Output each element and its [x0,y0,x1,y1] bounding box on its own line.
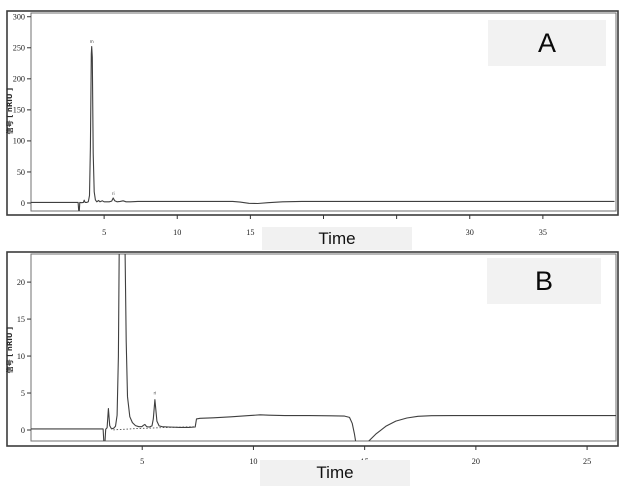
panel-b-letter: B [534,265,553,296]
x-axis-title-a: Time [318,228,356,248]
signal-trace-a [31,45,615,211]
y-tick-label-b: 15 [17,315,25,324]
y-axis-label-b: 信号 [ nRIU ] [6,326,14,374]
x-tick-label-a: 10 [173,228,181,237]
y-tick-label-b: 5 [21,389,25,398]
x-axis-title-b: Time [316,463,354,482]
y-tick-label-a: 50 [17,168,25,177]
x-axis-title-box-b: Time [260,460,410,486]
plot-frame-a [30,12,617,212]
y-axis-label-a: 信号 [ nRIU ] [6,87,14,135]
x-tick-label-a: 30 [466,228,474,237]
y-tick-label-a: 200 [13,75,25,84]
y-tick-label-a: 100 [13,137,25,146]
y-tick-label-b: 20 [17,278,25,287]
plot-frame-b [30,253,617,442]
panel-b-label-box: B [487,258,601,304]
y-tick-label-a: 300 [13,13,25,22]
outer-frame-a [6,10,619,216]
x-tick-label-b: 25 [583,457,591,466]
y-tick-label-a: 150 [13,106,25,115]
x-tick-label-a: 5 [102,228,106,237]
x-tick-label-a: 35 [539,228,547,237]
peak-annotation-a: m [90,39,94,44]
y-tick-label-a: 250 [13,44,25,53]
panel-a-letter: A [537,27,556,58]
x-tick-label-b: 10 [249,457,257,466]
outer-frame-b [6,251,619,447]
x-axis-title-box-a: Time [262,227,412,250]
x-tick-label-a: 15 [246,228,254,237]
y-tick-label-b: 10 [17,352,25,361]
signal-trace-b [31,254,616,441]
peak-annotation-b: ri [153,391,156,396]
x-tick-label-b: 5 [140,457,144,466]
baseline-trace-b [113,426,195,431]
y-tick-label-b: 0 [21,426,25,435]
x-tick-label-b: 20 [472,457,480,466]
panel-a-label-box: A [488,20,606,66]
peak-annotation-a: ri [112,191,115,196]
y-tick-label-a: 0 [21,199,25,208]
